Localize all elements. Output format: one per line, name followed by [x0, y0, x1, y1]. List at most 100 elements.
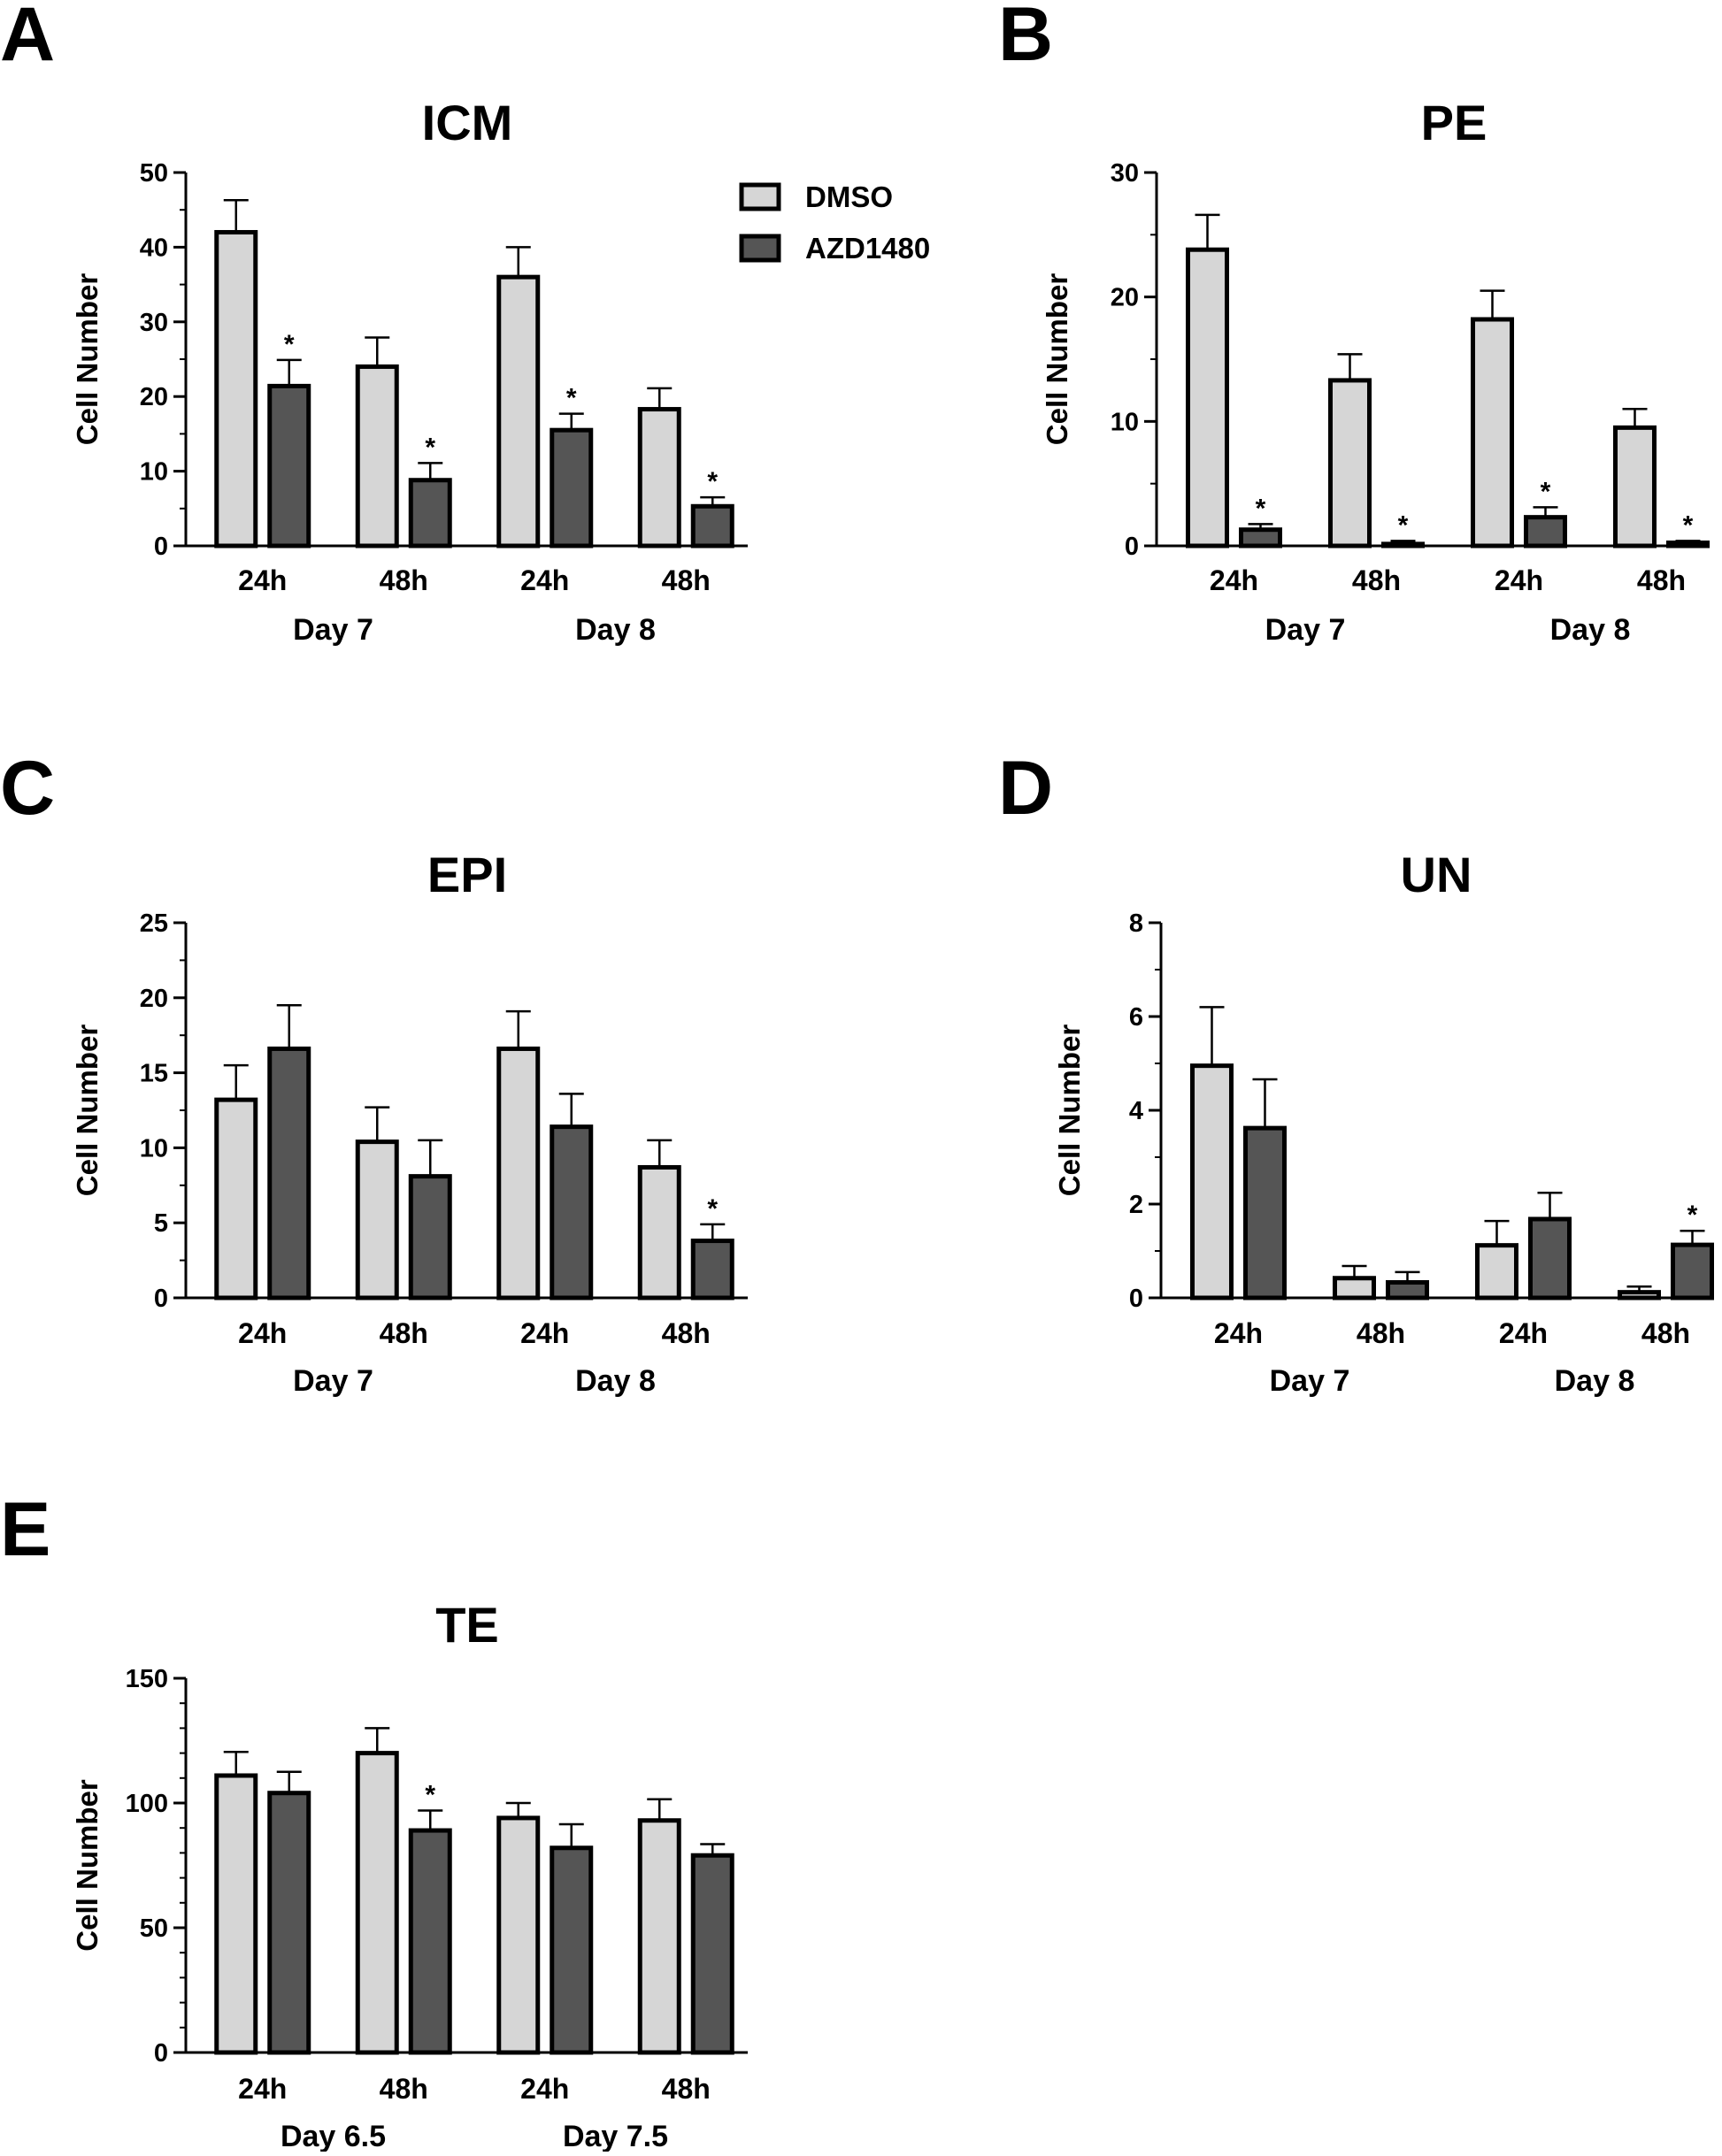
bar-azd1480 — [690, 1239, 734, 1301]
significance-star: * — [284, 330, 295, 359]
x-category-label: 48h — [1357, 1317, 1405, 1349]
panel-letter: C — [0, 746, 55, 831]
bar-dmso — [1328, 378, 1372, 549]
bar-dmso — [1613, 425, 1657, 549]
x-group-label: Day 8 — [1550, 613, 1631, 647]
bar-dmso — [1190, 1063, 1234, 1301]
x-category-label: 24h — [238, 2073, 287, 2105]
y-tick-label: 0 — [154, 533, 168, 561]
x-category-label: 24h — [520, 564, 569, 596]
chart-title: PE — [1421, 95, 1488, 150]
bar-azd1480 — [550, 427, 594, 549]
x-category-label: 24h — [1210, 564, 1258, 596]
x-category-label: 24h — [1499, 1317, 1548, 1349]
x-group-label: Day 8 — [1555, 1364, 1635, 1398]
y-tick-label: 10 — [140, 1134, 168, 1162]
bar-dmso — [355, 1751, 399, 2055]
y-tick-label: 20 — [140, 383, 168, 411]
bar-azd1480 — [550, 1845, 594, 2055]
bar-dmso — [496, 1815, 541, 2055]
significance-star: * — [566, 384, 577, 413]
y-tick-label: 5 — [154, 1209, 168, 1238]
x-category-label: 24h — [1214, 1317, 1263, 1349]
x-category-label: 48h — [1637, 564, 1686, 596]
y-tick-label: 10 — [140, 458, 168, 487]
bar-azd1480 — [1671, 1242, 1714, 1301]
y-tick-label: 2 — [1129, 1191, 1143, 1219]
panel-letter: A — [0, 0, 55, 77]
y-tick-label: 30 — [1111, 159, 1139, 188]
bar-azd1480 — [1239, 527, 1282, 549]
bar-dmso — [1333, 1276, 1376, 1301]
significance-star: * — [1541, 477, 1551, 506]
significance-star: * — [707, 467, 718, 496]
bar-dmso — [637, 1164, 681, 1301]
y-tick-label: 20 — [140, 985, 168, 1013]
bar-dmso — [214, 1773, 258, 2055]
panel-letter: D — [998, 746, 1053, 831]
legend-swatch-dmso — [739, 182, 781, 211]
significance-star: * — [1687, 1201, 1698, 1230]
bar-azd1480 — [267, 383, 311, 549]
bar-azd1480 — [267, 1791, 311, 2055]
bar-azd1480 — [408, 478, 452, 549]
y-tick-label: 15 — [140, 1060, 168, 1088]
x-category-label: 24h — [1495, 564, 1543, 596]
x-category-label: 48h — [380, 1317, 428, 1349]
x-category-label: 48h — [380, 564, 428, 596]
x-category-label: 48h — [662, 2073, 711, 2105]
bar-dmso — [496, 1046, 541, 1301]
significance-star: * — [425, 1780, 435, 1809]
chart-title: TE — [435, 1597, 499, 1653]
y-tick-label: 25 — [140, 909, 168, 938]
y-axis-label: Cell Number — [1041, 273, 1073, 446]
x-group-label: Day 7 — [293, 1364, 373, 1398]
bar-azd1480 — [408, 1828, 452, 2055]
legend-label: AZD1480 — [805, 232, 930, 265]
y-tick-label: 10 — [1111, 408, 1139, 436]
x-category-label: 24h — [520, 2073, 569, 2105]
x-group-label: Day 6.5 — [281, 2120, 386, 2152]
legend-label: DMSO — [805, 180, 893, 213]
bar-azd1480 — [1528, 1216, 1572, 1301]
y-tick-label: 0 — [154, 1285, 168, 1313]
y-tick-label: 6 — [1129, 1003, 1143, 1032]
bar-azd1480 — [550, 1124, 594, 1301]
bar-azd1480 — [690, 1853, 734, 2055]
bar-dmso — [496, 274, 541, 549]
x-category-label: 48h — [662, 1317, 711, 1349]
chart-title: EPI — [427, 847, 507, 902]
x-group-label: Day 7 — [1270, 1364, 1350, 1398]
y-tick-label: 0 — [1125, 533, 1139, 561]
bar-azd1480 — [267, 1046, 311, 1301]
bar-azd1480 — [1381, 541, 1425, 549]
x-group-label: Day 7 — [1265, 613, 1346, 647]
x-category-label: 24h — [520, 1317, 569, 1349]
legend-swatch-azd1480 — [739, 234, 781, 263]
y-tick-label: 50 — [140, 159, 168, 188]
bar-dmso — [214, 230, 258, 549]
bar-azd1480 — [1243, 1125, 1287, 1301]
bar-dmso — [637, 407, 681, 549]
chart-title: UN — [1401, 847, 1472, 902]
chart-title: ICM — [422, 95, 513, 150]
panel-letter: B — [998, 0, 1053, 77]
significance-star: * — [707, 1194, 718, 1224]
significance-star: * — [1683, 510, 1694, 540]
x-group-label: Day 7 — [293, 613, 373, 647]
bar-dmso — [637, 1818, 681, 2055]
x-category-label: 48h — [662, 564, 711, 596]
panel-letter: E — [0, 1487, 50, 1572]
bar-azd1480 — [1524, 515, 1567, 549]
bar-azd1480 — [408, 1174, 452, 1301]
bar-azd1480 — [690, 503, 734, 549]
significance-star: * — [1398, 510, 1409, 540]
x-group-label: Day 8 — [575, 1364, 656, 1398]
y-axis-label: Cell Number — [71, 1024, 104, 1197]
significance-star: * — [425, 433, 435, 462]
y-tick-label: 50 — [140, 1914, 168, 1943]
x-group-label: Day 7.5 — [563, 2120, 668, 2152]
